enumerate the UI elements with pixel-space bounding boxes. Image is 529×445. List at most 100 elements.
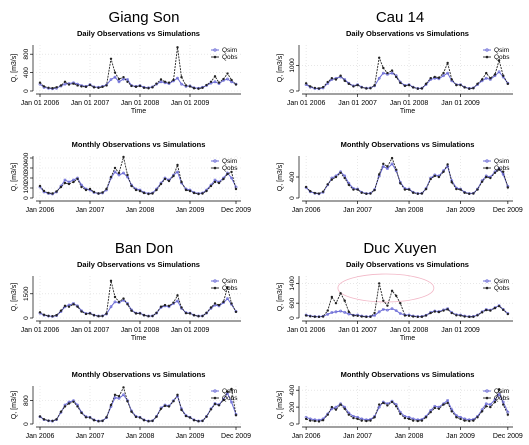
qobs-point [416,315,419,319]
qobs-point [180,306,183,309]
qobs-point [213,302,217,305]
qobs-point [222,398,225,402]
qobs-point [424,314,428,317]
y-tick-label: 300 [23,162,30,173]
qobs-point [352,85,355,88]
x-tick-label: Jan 01 2007 [338,327,377,334]
qobs-point [55,86,58,89]
legend-marker-qobs [485,396,489,400]
qobs-point [213,402,217,406]
qobs-point [394,168,398,171]
qobs-point [424,82,428,86]
qobs-point [343,176,346,180]
qobs-point [502,308,505,312]
qsim-point [446,71,450,75]
qobs-point [321,190,325,193]
qobs-point [394,75,398,79]
x-tick-label: Jan 01 2007 [338,100,377,107]
qobs-point [42,85,46,88]
qobs-point [42,313,46,316]
qsim-point [484,402,488,406]
qsim-point [398,312,402,315]
qobs-point [147,87,150,90]
qsim-point [377,405,381,409]
qobs-point [446,61,449,65]
series-line-qsim [39,171,237,195]
qobs-point [424,187,428,191]
qobs-point [416,87,419,90]
qobs-point [369,419,372,422]
x-tick-label: Dec 2009 [221,207,251,214]
qobs-point [47,314,50,318]
chart-panel-8 [296,386,513,430]
qobs-point [472,315,475,318]
qsim-point [213,80,217,84]
qobs-point [373,416,376,419]
qobs-point [437,175,441,179]
qobs-point [172,400,175,403]
qobs-point [407,188,411,191]
qsim-point [226,77,229,81]
qobs-point [163,404,167,408]
qobs-point [502,74,505,77]
qobs-point [382,299,385,302]
qsim-point [339,309,342,313]
qobs-point [476,314,479,317]
qobs-point [138,312,142,315]
qobs-point [334,175,338,179]
legend-marker-qobs [485,55,489,59]
qsim-point [326,312,330,316]
qobs-point [226,390,229,394]
qobs-point [360,86,363,89]
qobs-point [480,410,484,413]
qobs-point [151,86,154,89]
qsim-point [334,405,338,409]
chart-panel-3 [296,45,513,97]
qobs-point [339,171,342,174]
qobs-point [386,165,389,168]
qobs-point [442,170,445,173]
qobs-point [411,86,415,89]
qobs-point [459,188,462,191]
qobs-point [382,162,385,166]
qsim-point [126,78,129,81]
qobs-point [101,314,104,318]
qobs-point [72,303,75,306]
qobs-point [403,188,407,191]
qobs-point [151,419,154,423]
qobs-point [117,77,121,81]
y-tick-label: 100 [23,182,30,193]
legend-marker-qobs [213,286,217,290]
qobs-point [489,77,492,80]
legend-marker-qobs [213,396,217,400]
legend-label-qsim: Qsim [222,158,237,165]
qobs-point [234,414,238,417]
qobs-point [155,311,158,315]
qobs-point [184,188,188,192]
qobs-point [184,84,188,87]
qobs-point [493,306,497,310]
qobs-point [343,299,346,302]
legend-label-qsim: Qsim [222,278,237,285]
legend-label-qobs: Qobs [222,285,238,292]
qobs-point [399,182,402,185]
qobs-point [365,192,368,195]
qobs-point [192,419,196,422]
x-tick-label: Jan 2006 [292,433,321,440]
y-axis-label: Q, [m3/s] [277,283,284,311]
legend-label-qobs: Qobs [222,54,238,61]
y-axis-label: Q, [m3/s] [277,163,284,191]
qsim-point [377,310,381,314]
qobs-point [192,87,196,90]
qobs-point [450,181,453,184]
qobs-point [76,84,79,87]
qsim-point [501,172,505,176]
qobs-point [167,304,171,308]
station-title-giang-son: Giang Son [108,9,180,26]
legend-marker-qsim [213,389,217,393]
qobs-point [167,405,171,408]
qobs-point [321,85,325,89]
qobs-point [463,86,466,89]
qobs-point [309,315,312,318]
